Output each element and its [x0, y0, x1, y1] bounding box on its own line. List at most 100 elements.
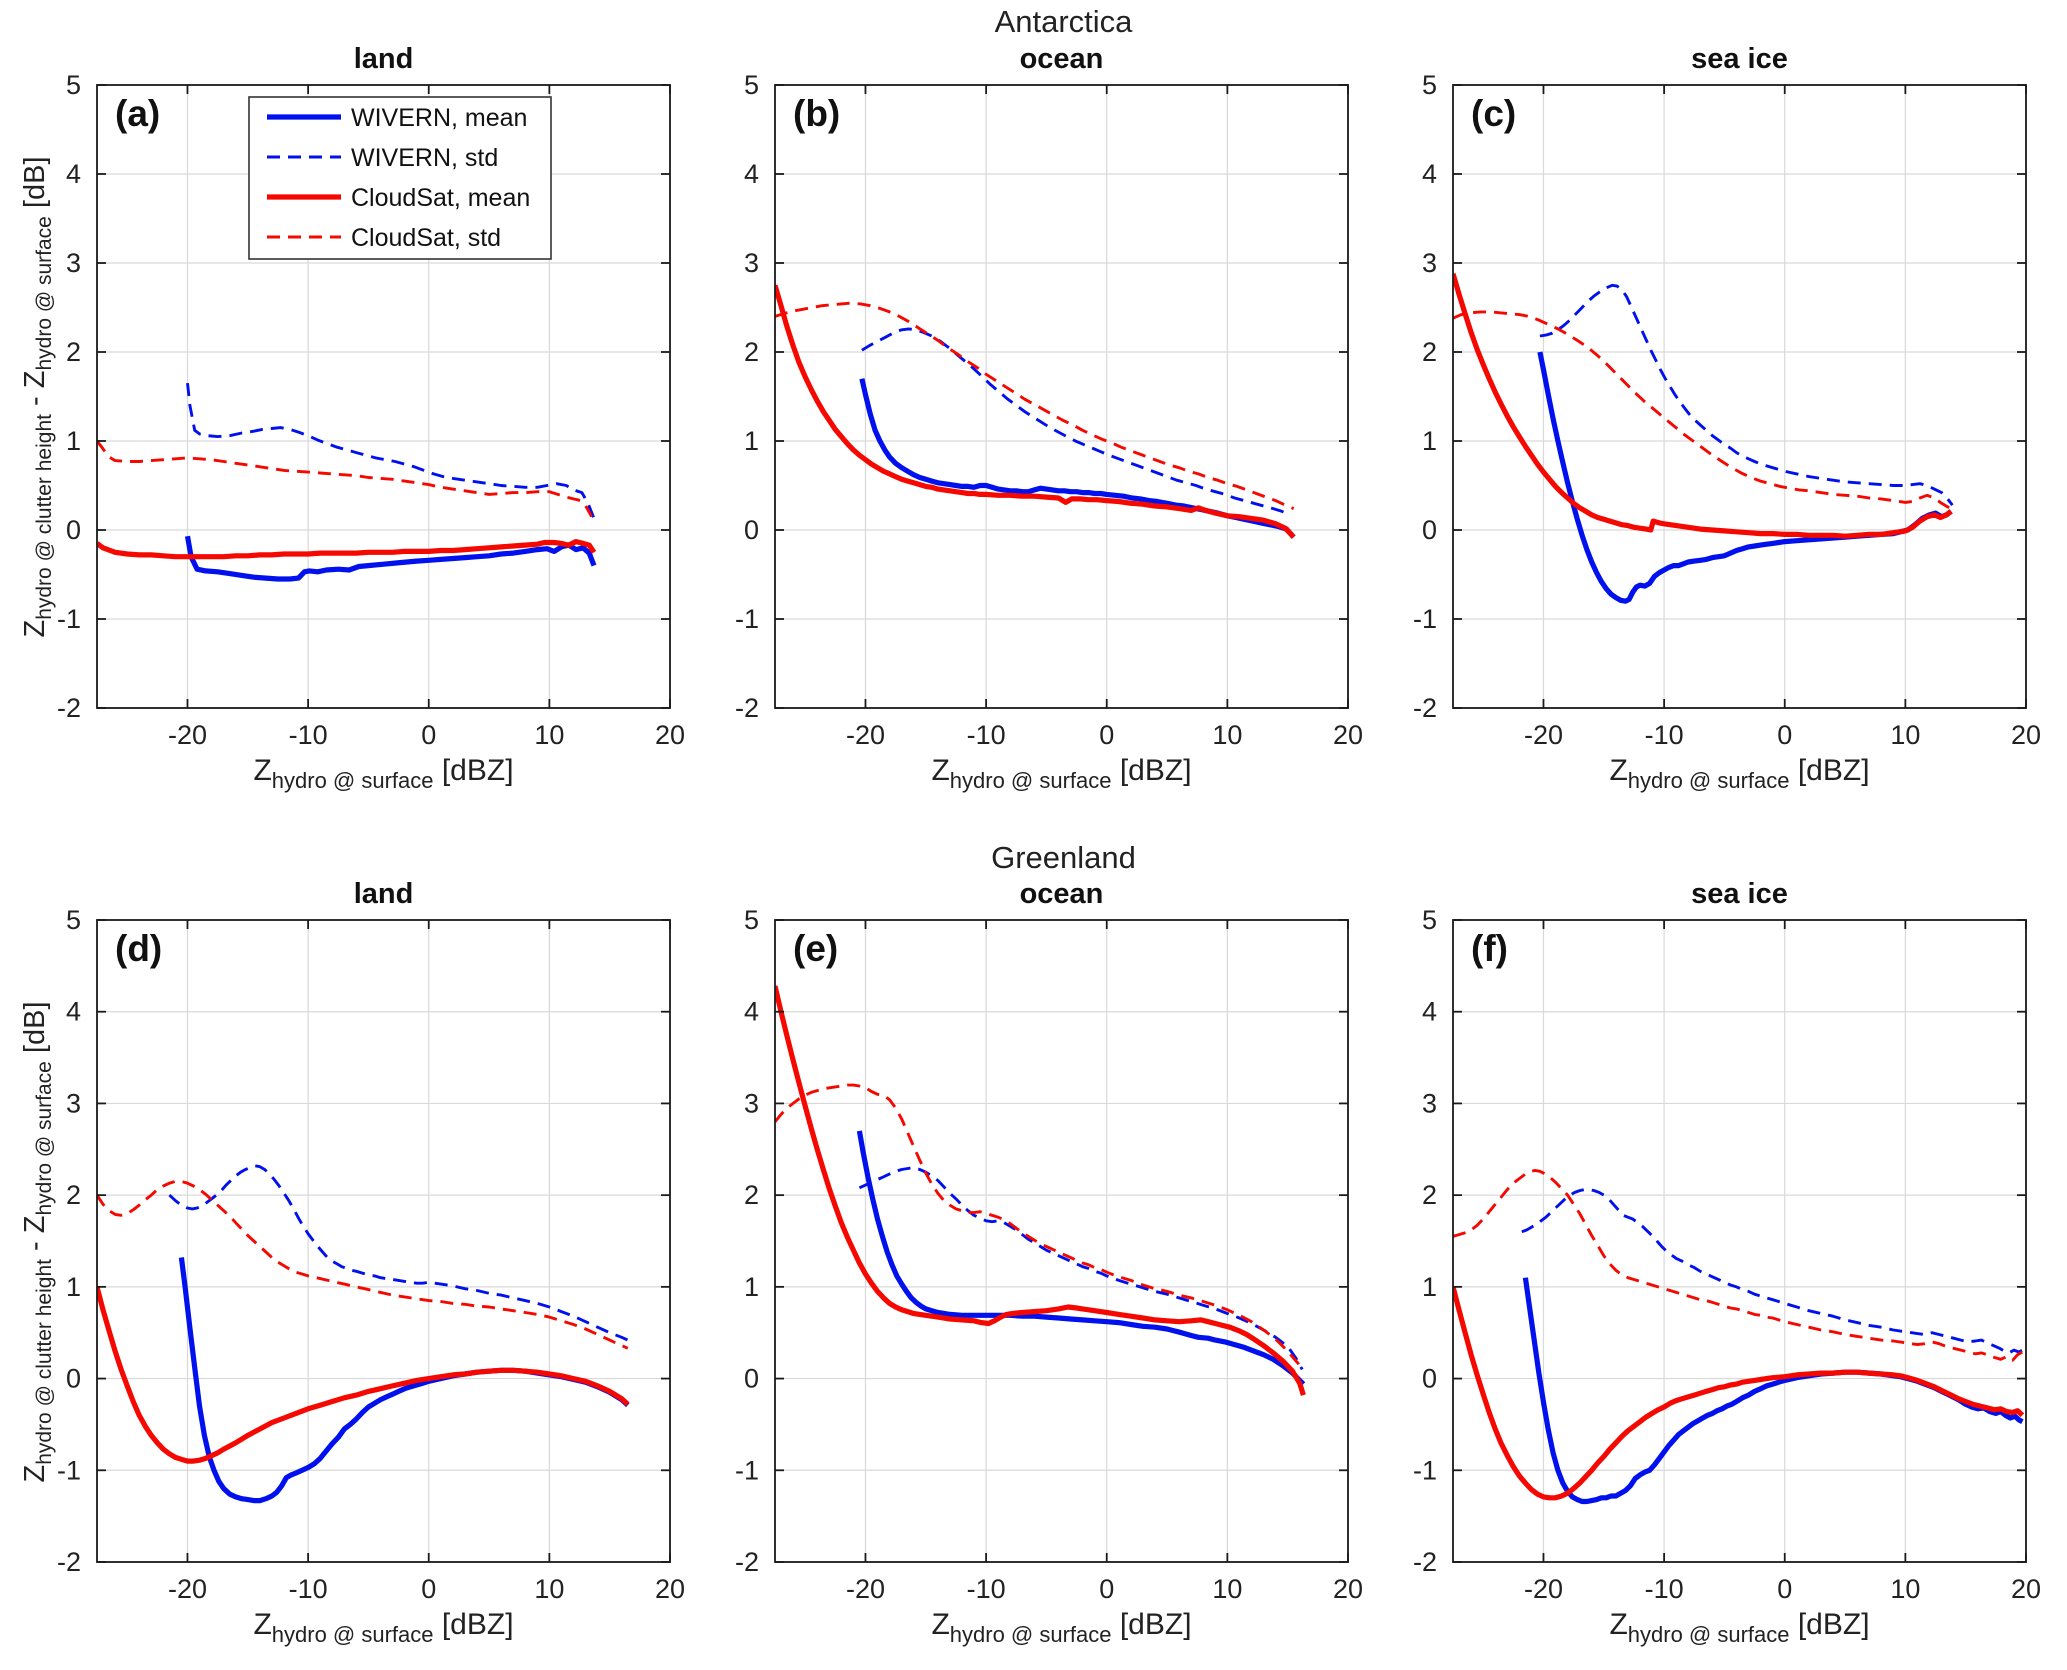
y-tick-label: 1 [1422, 1272, 1437, 1302]
y-tick-label: -1 [735, 1455, 759, 1485]
x-axis-label: Zhydro @ surface [dBZ] [775, 754, 1348, 794]
y-tick-label: 2 [66, 337, 81, 367]
y-tick-label: 4 [1422, 159, 1437, 189]
panel-title: sea ice [1691, 43, 1788, 75]
y-tick-label: 4 [744, 159, 759, 189]
panel-b: ocean -20 -10 0 10 20 -2 -1 0 1 2 3 4 5 (b) Zhydro @… [735, 43, 1363, 793]
y-tick-label: -1 [57, 1455, 81, 1485]
x-tick-label: -10 [1645, 720, 1684, 750]
x-label-unit: [dBZ] [433, 754, 514, 787]
y-tick-label: -1 [1413, 1455, 1437, 1485]
x-label-unit: [dBZ] [1789, 754, 1870, 787]
series-line-cloudsat-mean [1453, 272, 1953, 539]
x-tick-label: -10 [289, 1574, 328, 1604]
panel-letter: (b) [793, 93, 841, 134]
series-line-cloudsat-std [97, 1179, 629, 1350]
y-tick-label: 4 [1422, 997, 1437, 1027]
y-tick-label: 1 [66, 1272, 81, 1302]
y-tick-label: 0 [1422, 515, 1437, 545]
series-line-wivern-std [168, 1164, 629, 1342]
axis-box [774, 919, 1349, 1563]
x-label-unit: [dBZ] [433, 1608, 514, 1641]
y-tick-label: -1 [735, 604, 759, 634]
y-tick-label: -1 [57, 604, 81, 634]
x-tick-label: 20 [2011, 1574, 2041, 1604]
x-label-z: Z [1609, 1608, 1628, 1641]
x-label-sub: hydro @ surface [949, 1622, 1112, 1647]
x-tick-label: -20 [1524, 720, 1563, 750]
y-tick-label: 3 [744, 1088, 759, 1118]
x-label-sub: hydro @ surface [271, 768, 434, 793]
x-axis-label: Zhydro @ surface [dBZ] [1453, 1608, 2026, 1648]
series-line-wivern-mean [856, 1130, 1306, 1386]
y-tick-label: 4 [66, 159, 81, 189]
panel-e: ocean -20 -10 0 10 20 -2 -1 0 1 2 3 4 5 (e) Zhydro @… [735, 878, 1363, 1647]
x-label-unit: [dBZ] [1111, 1608, 1192, 1641]
x-tick-label: -10 [289, 720, 328, 750]
panel-title: ocean [1019, 878, 1104, 910]
y-tick-label: 0 [1422, 1364, 1437, 1394]
x-tick-label: 20 [1333, 1574, 1363, 1604]
panel-letter: (d) [115, 928, 163, 969]
x-label-z: Z [1609, 754, 1628, 787]
y-tick-label: 1 [744, 1272, 759, 1302]
y-tick-label: 5 [744, 905, 759, 935]
y-tick-label: 4 [744, 997, 759, 1027]
axis-box [96, 919, 671, 1563]
row-title-greenland: Greenland [991, 840, 1136, 875]
panel-letter: (e) [793, 928, 839, 969]
y-tick-label: 2 [744, 1180, 759, 1210]
x-axis-label: Zhydro @ surface [dBZ] [1453, 754, 2026, 794]
series-line-wivern-mean [184, 535, 597, 582]
y-tick-label: 0 [744, 515, 759, 545]
y-tick-label: 3 [66, 248, 81, 278]
plot-background [1453, 920, 2026, 1562]
panel-letter: (c) [1471, 93, 1517, 134]
x-tick-label: -10 [1645, 1574, 1684, 1604]
y-tick-label: 3 [66, 1088, 81, 1118]
x-tick-label: 0 [1777, 720, 1792, 750]
y-tick-label: -2 [57, 693, 81, 723]
x-label-sub: hydro @ surface [949, 768, 1112, 793]
y-tick-label: -2 [1413, 693, 1437, 723]
x-tick-label: 10 [1212, 720, 1242, 750]
x-tick-label: 0 [1777, 1574, 1792, 1604]
x-axis-label: Zhydro @ surface [dBZ] [97, 1608, 670, 1648]
legend-box [248, 96, 552, 260]
y-tick-label: 2 [744, 337, 759, 367]
panel-title: sea ice [1691, 878, 1788, 910]
x-label-unit: [dBZ] [1789, 1608, 1870, 1641]
plot-background [97, 920, 670, 1562]
panel-title: ocean [1019, 43, 1104, 75]
x-label-z: Z [931, 1608, 950, 1641]
y-tick-label: 5 [744, 70, 759, 100]
y-tick-label: 2 [1422, 1180, 1437, 1210]
series-line-cloudsat-std [775, 1083, 1305, 1371]
x-tick-label: 10 [1890, 720, 1920, 750]
panel-a: land -20 -10 0 10 20 -2 -1 0 1 2 3 4 5 WIVERN, mean WI… [57, 43, 685, 793]
series-line-cloudsat-mean [1453, 1286, 2025, 1501]
x-tick-label: 0 [421, 720, 436, 750]
y-tick-label: 5 [1422, 70, 1437, 100]
x-label-sub: hydro @ surface [1627, 768, 1790, 793]
series-line-wivern-std [1539, 283, 1954, 506]
series-line-cloudsat-std [1453, 310, 1953, 510]
y-tick-label: 3 [1422, 248, 1437, 278]
axis-box [1452, 84, 2027, 709]
y-tick-label: 0 [744, 1364, 759, 1394]
panel-letter: (f) [1471, 928, 1508, 969]
x-axis-label: Zhydro @ surface [dBZ] [775, 1608, 1348, 1648]
series-line-cloudsat-mean [775, 985, 1306, 1396]
panel-d: land -20 -10 0 10 20 -2 -1 0 1 2 3 4 5 (d) Zhydro @ … [57, 878, 685, 1647]
x-axis-label: Zhydro @ surface [dBZ] [97, 754, 670, 794]
x-tick-label: 0 [1099, 1574, 1114, 1604]
series-line-cloudsat-mean [97, 1286, 630, 1464]
y-tick-label: 5 [1422, 905, 1437, 935]
y-tick-label: -2 [1413, 1547, 1437, 1577]
x-tick-label: 20 [2011, 720, 2041, 750]
